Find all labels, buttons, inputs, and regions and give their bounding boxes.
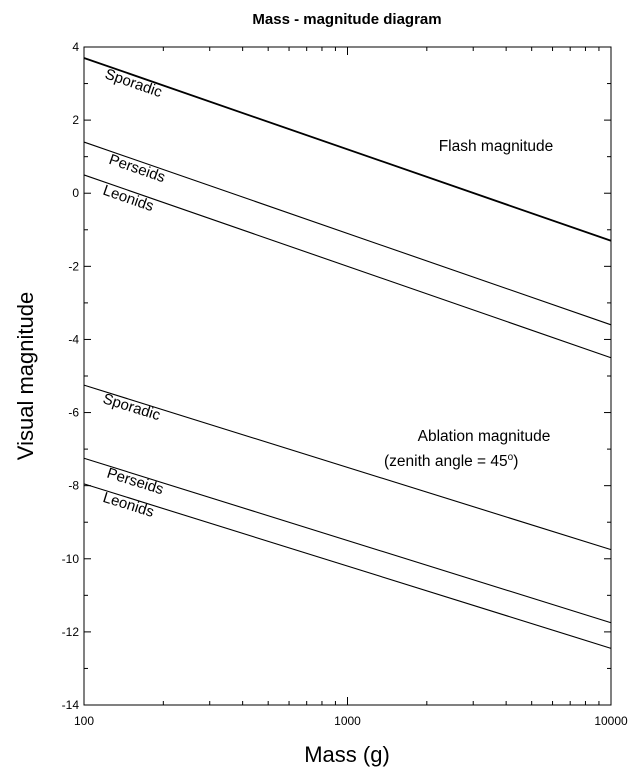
- y-tick-label: -10: [62, 552, 80, 566]
- series-line-flash-leonids: [83, 174, 612, 359]
- annotation-zenith-angle: (zenith angle = 45o): [384, 452, 518, 470]
- annotation-flash-magnitude: Flash magnitude: [439, 138, 554, 155]
- y-tick-label: -6: [68, 406, 79, 420]
- series-label-ablation-sporadic: Sporadic: [101, 390, 163, 424]
- series-line-ablation-leonids: [83, 483, 612, 649]
- y-tick-label: 2: [72, 113, 79, 127]
- y-tick-label: 0: [72, 186, 79, 200]
- y-tick-label: -8: [68, 479, 79, 493]
- series-lines: [83, 57, 612, 649]
- y-axis-label: Visual magnitude: [13, 292, 38, 460]
- series-line-flash-sporadic: [83, 57, 612, 242]
- x-axis-label: Mass (g): [304, 742, 390, 767]
- annotation-zenith-degree: o: [508, 452, 514, 463]
- series-label-flash-leonids: Leonids: [101, 182, 156, 215]
- annotation-zenith-suffix: ): [513, 453, 518, 470]
- y-tick-label: -4: [68, 332, 79, 346]
- y-tick-label: -12: [62, 625, 80, 639]
- chart-title: Mass - magnitude diagram: [252, 11, 441, 28]
- y-tick-label: -14: [62, 698, 80, 712]
- series-label-flash-sporadic: Sporadic: [103, 66, 165, 102]
- x-tick-label: 100: [74, 714, 94, 728]
- series-line-ablation-perseids: [83, 457, 612, 624]
- x-tick-label: 10000: [594, 714, 628, 728]
- series-line-flash-perseids: [83, 141, 612, 326]
- series-label-flash-perseids: Perseids: [107, 151, 168, 186]
- annotation-ablation-magnitude: Ablation magnitude: [418, 428, 551, 445]
- x-tick-label: 1000: [334, 714, 361, 728]
- series-labels: SporadicPerseidsLeonidsSporadicPerseidsL…: [101, 66, 168, 521]
- axis-ticks: [83, 46, 612, 706]
- y-tick-label: -2: [68, 259, 79, 273]
- series-line-ablation-sporadic: [83, 384, 612, 551]
- axis-tick-labels: -14 -12 -10 -8 -6 -4 -2 0 2 4 100 1000 10000: [62, 40, 628, 728]
- annotation-zenith-prefix: (zenith angle = 45: [384, 453, 508, 470]
- y-tick-label: 4: [72, 40, 79, 54]
